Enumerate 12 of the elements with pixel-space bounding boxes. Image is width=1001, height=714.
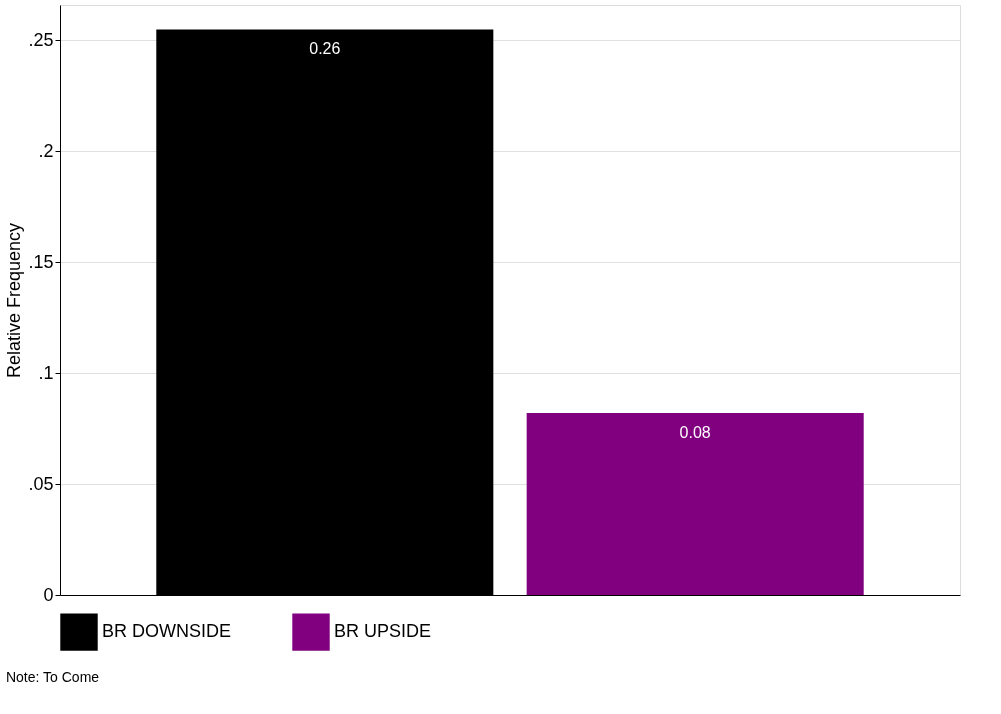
legend-label: BR DOWNSIDE <box>102 621 232 642</box>
data-label: 0.08 <box>679 424 711 442</box>
y-tick-label: .25 <box>28 29 54 50</box>
y-tick-label: .15 <box>28 251 54 272</box>
legend-label: BR UPSIDE <box>334 621 432 642</box>
y-axis-title: Relative Frequency <box>4 222 25 379</box>
y-tick-label: .05 <box>28 473 54 494</box>
y-tick-label: .2 <box>38 140 54 161</box>
text: Note: To Come <box>5 669 100 685</box>
data-label: 0.26 <box>309 40 341 58</box>
y-tick-label: .1 <box>38 362 54 383</box>
y-tick-label: 0 <box>43 584 54 605</box>
